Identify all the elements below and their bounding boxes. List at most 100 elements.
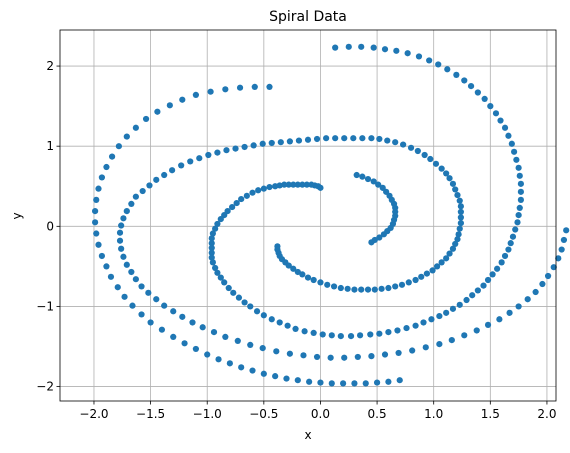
data-point <box>286 138 293 145</box>
data-point <box>147 319 154 326</box>
y-tick-label: 0 <box>46 219 54 233</box>
data-point <box>498 259 505 266</box>
data-point <box>208 249 215 256</box>
data-point <box>249 367 256 374</box>
data-point <box>376 330 383 337</box>
data-point <box>154 108 161 115</box>
y-tick-label: −1 <box>36 299 54 313</box>
data-point <box>204 351 211 358</box>
data-point <box>179 313 186 320</box>
data-point <box>350 135 357 142</box>
data-point <box>467 82 475 90</box>
data-point <box>384 137 391 144</box>
data-point <box>313 135 321 143</box>
data-point <box>368 353 375 360</box>
data-point <box>456 225 463 232</box>
data-point <box>95 241 102 248</box>
data-point <box>123 133 130 140</box>
data-point <box>303 181 310 188</box>
data-point <box>181 340 188 347</box>
data-point <box>225 284 232 292</box>
data-point <box>436 312 443 320</box>
data-point <box>301 328 308 335</box>
data-point <box>381 351 389 358</box>
data-point <box>381 46 389 53</box>
data-point <box>290 265 297 272</box>
data-point <box>234 337 241 345</box>
data-point <box>128 200 135 207</box>
data-point <box>299 271 306 278</box>
data-point <box>455 231 462 238</box>
data-point <box>435 61 442 68</box>
data-point <box>118 222 125 229</box>
data-point <box>306 378 313 385</box>
data-point <box>304 274 312 281</box>
data-point <box>209 259 216 266</box>
data-point <box>153 176 160 183</box>
chart-title: Spiral Data <box>269 9 347 25</box>
x-tick-label: −1.5 <box>136 407 165 421</box>
data-point <box>501 252 509 260</box>
data-point <box>292 325 299 332</box>
data-point <box>550 264 557 271</box>
data-point <box>456 197 463 204</box>
data-point <box>330 283 338 290</box>
data-point <box>505 246 512 253</box>
data-point <box>319 331 326 338</box>
data-point <box>332 44 339 51</box>
data-point <box>463 296 470 304</box>
data-point <box>235 294 243 301</box>
data-point <box>371 286 378 293</box>
data-point <box>304 136 312 143</box>
data-point <box>454 191 461 199</box>
data-point <box>376 135 383 143</box>
y-tick-label: −2 <box>36 380 54 394</box>
data-point <box>449 305 457 312</box>
data-point <box>272 183 279 190</box>
data-point <box>98 252 105 260</box>
data-point <box>378 285 385 292</box>
data-point <box>341 354 348 361</box>
data-point <box>453 71 460 78</box>
data-point <box>385 378 392 385</box>
data-point <box>375 181 382 188</box>
data-point <box>286 350 293 357</box>
data-point <box>108 153 116 160</box>
data-point <box>266 183 273 191</box>
data-point <box>524 296 531 303</box>
data-point <box>327 354 334 361</box>
y-tick-label: 2 <box>46 59 54 73</box>
data-point <box>364 286 372 293</box>
data-point <box>367 331 374 338</box>
data-point <box>260 370 267 377</box>
data-point <box>344 285 351 292</box>
data-point <box>187 158 194 165</box>
data-point <box>484 321 492 328</box>
data-point <box>310 276 317 284</box>
data-point <box>192 345 199 353</box>
data-point <box>398 281 406 288</box>
data-point <box>385 328 392 336</box>
data-point <box>532 288 539 296</box>
data-point <box>95 185 102 192</box>
data-point <box>544 272 552 280</box>
data-point <box>121 293 128 300</box>
x-tick-label: 0.0 <box>311 407 330 421</box>
data-point <box>515 303 522 310</box>
data-point <box>427 155 434 163</box>
data-point <box>192 91 199 99</box>
data-point <box>92 207 99 215</box>
data-point <box>452 240 459 248</box>
data-point <box>421 151 428 159</box>
data-points <box>92 43 570 387</box>
data-point <box>132 276 139 283</box>
data-point <box>489 271 496 278</box>
data-point <box>362 380 369 387</box>
data-point <box>276 319 283 326</box>
data-point <box>392 283 399 290</box>
data-point <box>436 341 443 348</box>
data-point <box>214 269 221 276</box>
data-point <box>423 270 431 277</box>
x-tick-label: −0.5 <box>249 407 278 421</box>
data-point <box>359 135 366 142</box>
